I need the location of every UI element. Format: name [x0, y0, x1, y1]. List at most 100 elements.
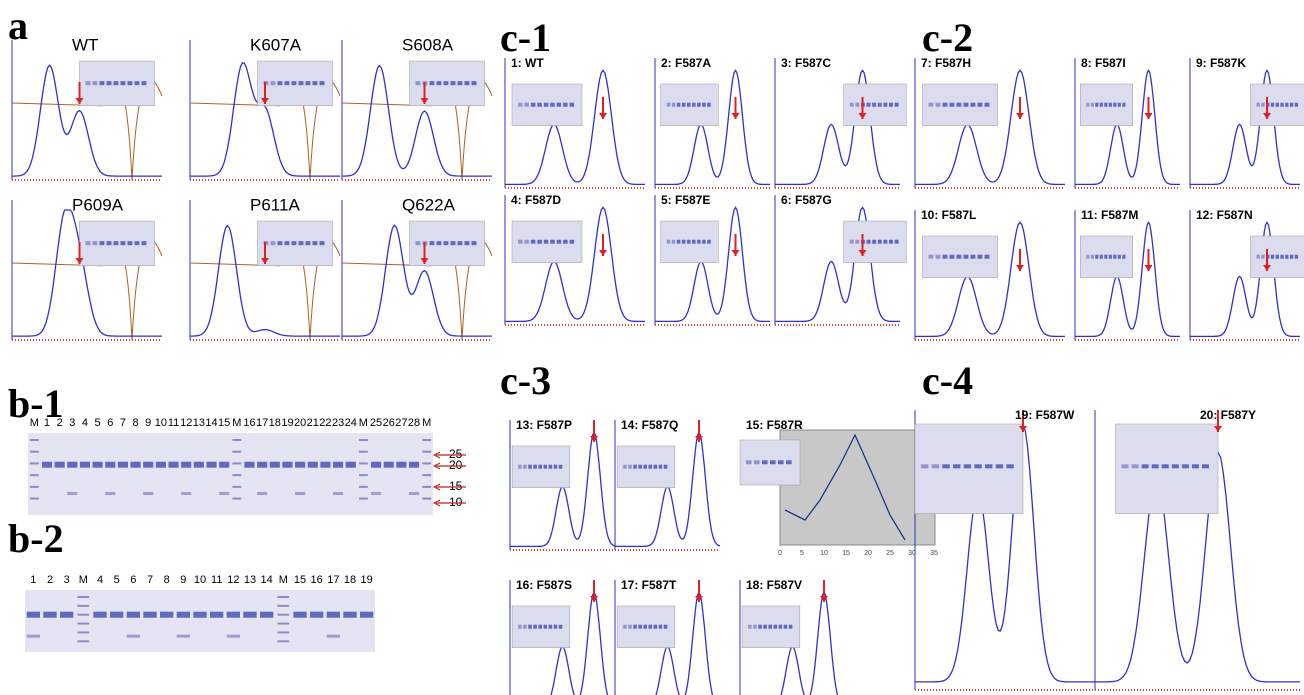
- gel-band: [538, 625, 542, 629]
- marker-label: 10: [449, 495, 463, 509]
- lane-label: 17: [327, 574, 339, 586]
- gel-band: [533, 625, 537, 629]
- gel-band: [649, 465, 653, 469]
- plot-label: 9: F587K: [1196, 56, 1246, 70]
- gel-band: [518, 240, 523, 244]
- gel-band: [320, 462, 330, 468]
- gel-band: [1109, 255, 1112, 259]
- ladder-band: [30, 439, 39, 441]
- gel-band: [271, 241, 276, 245]
- gel-band: [889, 240, 893, 244]
- gel-band: [559, 625, 563, 629]
- arrow-head: [732, 113, 740, 119]
- plot-label: P611A: [250, 195, 300, 214]
- lane-label: 18: [269, 417, 281, 429]
- gel-band: [557, 240, 562, 244]
- gel-band: [142, 241, 147, 245]
- gel-band: [544, 103, 549, 107]
- gel-band: [444, 241, 449, 245]
- gel-band: [778, 460, 784, 464]
- gel-band: [654, 465, 658, 469]
- gel-band: [1095, 103, 1098, 107]
- gel-band: [537, 103, 542, 107]
- gel-band: [219, 492, 229, 495]
- gel-band: [518, 103, 523, 107]
- gel-band: [67, 492, 77, 495]
- gel-band: [784, 625, 788, 629]
- lane-label: 10: [155, 417, 167, 429]
- ladder-band: [278, 596, 290, 598]
- gel-band: [692, 240, 696, 244]
- plot-label: Q622A: [402, 195, 456, 214]
- gel-band: [285, 241, 290, 245]
- gel-band: [177, 635, 190, 638]
- gel-band: [563, 240, 568, 244]
- gel-band: [531, 240, 536, 244]
- gel-band: [932, 464, 939, 468]
- gel-band: [789, 625, 793, 629]
- lane-label: 4: [82, 417, 88, 429]
- gel-band: [27, 612, 40, 618]
- gel-band: [786, 460, 792, 464]
- gel-band: [160, 612, 173, 618]
- gel-band: [107, 241, 112, 245]
- gel-band: [867, 240, 871, 244]
- lane-label: 9: [145, 417, 151, 429]
- gel-band: [43, 612, 56, 618]
- marker-label: 15: [449, 479, 463, 493]
- ladder-band: [30, 462, 39, 464]
- gel-band: [774, 625, 778, 629]
- lane-label: 17: [256, 417, 268, 429]
- gel-band: [299, 241, 304, 245]
- plot-label: 5: F587E: [661, 193, 710, 207]
- gel-band: [664, 625, 668, 629]
- lane-label: 8: [164, 574, 170, 586]
- gel-band: [1295, 103, 1298, 107]
- lane-label: 19: [361, 574, 373, 586]
- gel-band: [114, 241, 119, 245]
- gel-band: [346, 462, 356, 468]
- gel-band: [1280, 103, 1283, 107]
- gel-band: [677, 103, 681, 107]
- gel-band: [295, 462, 305, 468]
- lane-label: 1: [30, 574, 36, 586]
- gel-band: [416, 241, 421, 245]
- ladder-band: [78, 631, 90, 633]
- gel-band: [437, 241, 442, 245]
- gel-band: [142, 81, 147, 85]
- gel-band: [285, 81, 290, 85]
- gel-band: [1261, 255, 1264, 259]
- gel-band: [313, 241, 318, 245]
- gel-band: [135, 241, 140, 245]
- ladder-band: [232, 439, 241, 441]
- lane-label: 3: [64, 574, 70, 586]
- gel-band: [127, 612, 140, 618]
- gel-band: [430, 241, 435, 245]
- lane-label: M: [232, 417, 241, 429]
- gel-band: [320, 241, 325, 245]
- ladder-band: [422, 451, 431, 453]
- lane-label: 25: [370, 417, 382, 429]
- gel-band: [682, 240, 686, 244]
- gel-band: [409, 492, 419, 495]
- panel-label: a: [8, 3, 28, 48]
- gel-band: [1261, 103, 1264, 107]
- gel-band: [437, 81, 442, 85]
- gel-band: [1118, 103, 1121, 107]
- gel-band: [544, 625, 548, 629]
- gel-band: [883, 103, 887, 107]
- gel-band: [1104, 103, 1107, 107]
- gel-band: [131, 462, 141, 468]
- gel-band: [168, 462, 178, 468]
- gel-band: [292, 241, 297, 245]
- gel-band: [107, 81, 112, 85]
- ladder-band: [278, 614, 290, 616]
- gel-band: [327, 635, 340, 638]
- gel-band: [957, 103, 962, 107]
- gel-band: [855, 240, 859, 244]
- lane-label: 9: [180, 574, 186, 586]
- gel-band: [371, 492, 381, 495]
- gel-band: [135, 81, 140, 85]
- gel-band: [343, 612, 356, 618]
- gel-band: [638, 465, 642, 469]
